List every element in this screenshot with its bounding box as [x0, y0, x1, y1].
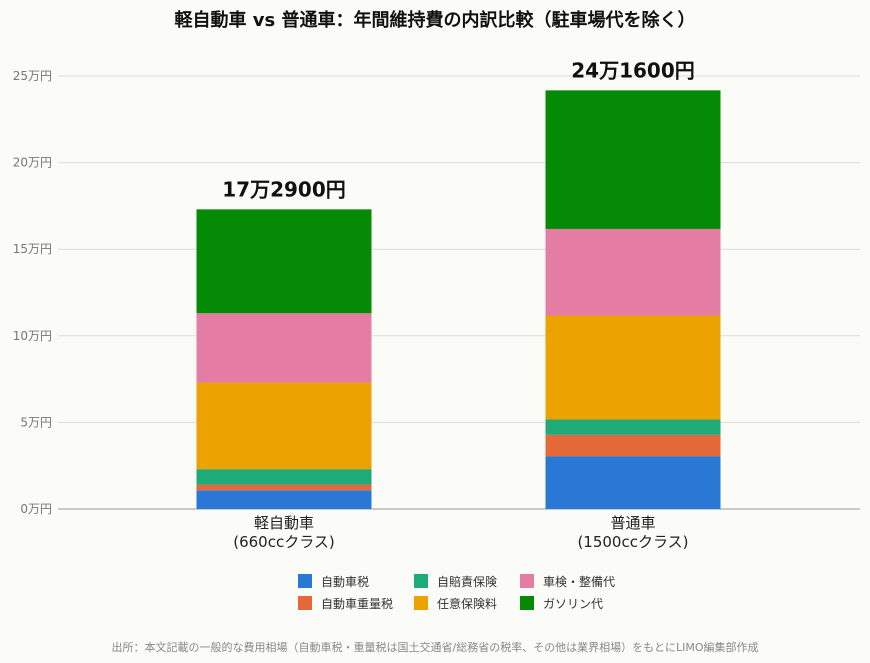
legend-item-shaken: 車検・整備代: [520, 573, 638, 589]
y-tick-label: 10万円: [13, 329, 52, 343]
category-label: 軽自動車: [254, 514, 314, 532]
legend: 自動車税 自賠責保険 車検・整備代 自動車重量税 任意保険料 ガソリン代: [298, 573, 638, 611]
y-tick-label: 5万円: [20, 415, 52, 429]
chart-title: 軽自動車 vs 普通車：年間維持費の内訳比較（駐車場代を除く）: [174, 10, 696, 31]
bar-segment: [545, 434, 721, 457]
legend-swatch: [414, 596, 428, 610]
legend-swatch: [298, 574, 312, 588]
bar-segment: [196, 313, 372, 383]
bar-segment: [196, 490, 372, 509]
bar-segment: [545, 456, 721, 509]
source-note: 出所：本文記載の一般的な費用相場（自動車税・重量税は国土交通省/総務省の税率、そ…: [111, 641, 759, 654]
legend-item-gasoline: ガソリン代: [520, 595, 638, 611]
legend-swatch: [520, 596, 534, 610]
legend-item-juuryouzei: 自動車重量税: [298, 595, 414, 611]
legend-swatch: [414, 574, 428, 588]
legend-label: 任意保険料: [437, 596, 498, 611]
category-label: (660ccクラス): [233, 533, 335, 551]
legend-item-jidoushazei: 自動車税: [298, 573, 414, 589]
bar-segment: [545, 419, 721, 435]
legend-label: 車検・整備代: [543, 574, 616, 589]
legend-item-nini-hoken: 任意保険料: [414, 595, 520, 611]
total-label: 24万1600円: [571, 59, 695, 83]
category-label: 普通車: [610, 514, 655, 532]
bar-segment: [196, 209, 372, 314]
bar-segment: [545, 228, 721, 316]
legend-label: 自賠責保険: [437, 574, 498, 589]
y-tick-label: 0万円: [20, 502, 52, 516]
legend-label: ガソリン代: [543, 596, 604, 611]
bar-segment: [196, 469, 372, 485]
y-tick-label: 15万円: [13, 242, 52, 256]
legend-swatch: [520, 574, 534, 588]
bar-segment: [545, 315, 721, 420]
y-tick-label: 20万円: [13, 156, 52, 170]
total-label: 17万2900円: [222, 178, 346, 202]
legend-item-jibaiseki: 自賠責保険: [414, 573, 520, 589]
legend-swatch: [298, 596, 312, 610]
y-tick-label: 25万円: [13, 69, 52, 83]
bar-segment: [545, 90, 721, 229]
bar-segment: [196, 382, 372, 470]
legend-label: 自動車重量税: [321, 596, 394, 611]
bar-segment: [196, 484, 372, 491]
legend-label: 自動車税: [321, 574, 370, 589]
category-label: (1500ccクラス): [577, 533, 688, 551]
